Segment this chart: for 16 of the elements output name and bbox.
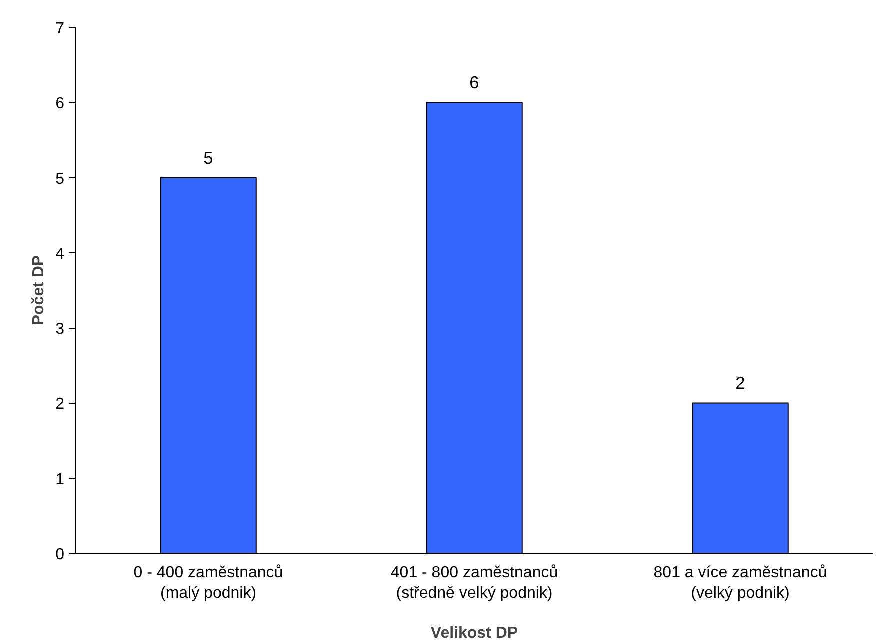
y-tick-label: 4 (56, 246, 65, 263)
x-axis-title: Velikost DP (430, 624, 518, 642)
x-tick-label: 401 - 800 zaměstnanců (středně velký podnik) (390, 564, 558, 602)
data-label: 5 (204, 148, 214, 168)
y-tick-label: 0 (56, 546, 65, 564)
y-tick-label: 7 (56, 20, 65, 38)
y-tick-label: 3 (56, 321, 65, 338)
y-tick-label: 6 (56, 96, 65, 113)
data-label: 6 (470, 72, 480, 93)
x-tick-label: 0 - 400 zaměstnanců (malý podnik) (134, 564, 284, 602)
data-label: 2 (736, 373, 746, 394)
x-tick-label: 801 a více zaměstnanců (velký podnik) (654, 564, 828, 602)
y-tick-label: 2 (56, 396, 65, 414)
y-axis-title: Počet DP (30, 255, 48, 326)
y-tick-label: 5 (56, 170, 65, 188)
y-tick-label: 1 (56, 471, 65, 488)
